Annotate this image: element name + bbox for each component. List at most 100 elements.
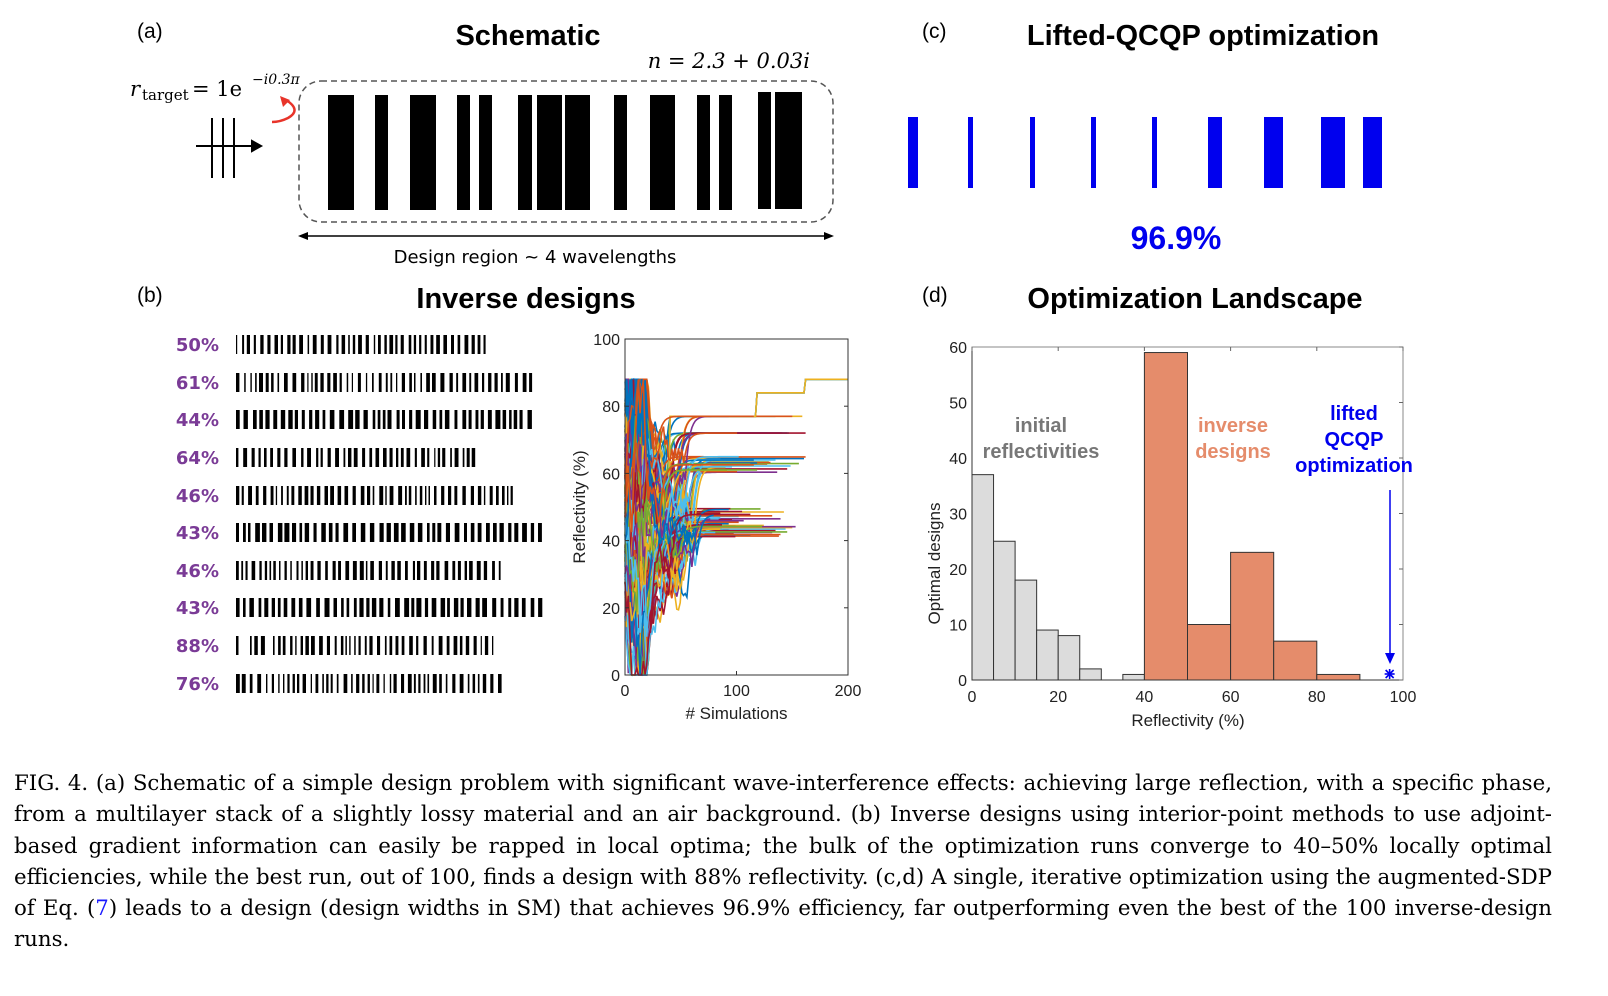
panel-a-label: (a) (137, 20, 163, 43)
design-layer (417, 561, 421, 580)
y-tick-label: 100 (593, 332, 620, 349)
design-layer (425, 486, 427, 505)
design-layer (464, 523, 467, 542)
design-layer (474, 373, 479, 392)
design-layer (263, 486, 267, 505)
design-layer (282, 636, 286, 655)
design-layer (378, 373, 382, 392)
design-layer (409, 636, 413, 655)
design-layer (489, 486, 493, 505)
design-efficiency: 44% (176, 410, 219, 431)
design-layer (255, 523, 260, 542)
design-layer (339, 373, 342, 392)
design-layer (415, 410, 421, 429)
design-layer (406, 448, 411, 467)
x-tick-label: 100 (723, 683, 750, 700)
design-layer (404, 598, 410, 617)
design-layer (414, 373, 416, 392)
design-layer (384, 636, 387, 655)
design-layer (538, 523, 542, 542)
design-layer (277, 523, 283, 542)
y-tick-label: 0 (611, 668, 620, 685)
design-layer (477, 674, 480, 693)
design-layer (320, 373, 324, 392)
layer-bar (328, 95, 354, 210)
design-layer (407, 674, 412, 693)
design-layer (309, 410, 313, 429)
design-layer (372, 373, 374, 392)
design-layer (243, 523, 246, 542)
design-layer (482, 598, 487, 617)
design-layer (495, 410, 501, 429)
design-layer (352, 561, 357, 580)
design-layer (464, 561, 467, 580)
inverse-design-row: 76% (176, 674, 502, 695)
design-layer (424, 410, 429, 429)
design-layer (372, 674, 374, 693)
design-layer (328, 523, 333, 542)
initial-bar (1079, 668, 1102, 681)
inverse-design-row: 46% (176, 561, 501, 582)
design-layer (246, 335, 250, 354)
y-tick-label: 40 (949, 451, 967, 468)
reflectivity-trace (624, 495, 763, 613)
design-layer (262, 523, 267, 542)
layer-bar (457, 95, 470, 210)
design-layer (501, 373, 503, 392)
initial-bar (993, 540, 1016, 681)
design-layer (452, 561, 456, 580)
design-layer (416, 636, 419, 655)
x-axis-label: Reflectivity (%) (1131, 711, 1244, 730)
x-tick-label: 100 (1390, 689, 1417, 706)
design-layer (370, 561, 374, 580)
design-layer (480, 636, 482, 655)
design-layer (243, 410, 248, 429)
reflectivity-trace (624, 470, 700, 637)
inverse-design-row: 43% (176, 598, 543, 619)
design-layer (470, 486, 474, 505)
annotation-lifted: lifted QCQP optimization (1295, 403, 1413, 477)
design-layer (284, 523, 290, 542)
design-layer (437, 448, 441, 467)
y-tick-label: 20 (949, 562, 967, 579)
design-layer (326, 636, 330, 655)
design-layer (401, 523, 406, 542)
design-layer (292, 523, 297, 542)
design-layer (419, 335, 422, 354)
design-layer (236, 598, 240, 617)
design-layer (486, 523, 490, 542)
design-layer (377, 410, 381, 429)
design-layer (310, 674, 312, 693)
design-layer (250, 636, 252, 655)
design-layer (449, 373, 453, 392)
design-layer (284, 561, 287, 580)
design-layer (456, 373, 459, 392)
design-layer (423, 674, 426, 693)
design-layer (299, 523, 303, 542)
design-efficiency: 46% (176, 486, 219, 507)
inverse-design-row: 46% (176, 486, 513, 507)
design-layer (271, 598, 275, 617)
trace-group (624, 377, 848, 677)
x-axis-label: # Simulations (685, 704, 787, 723)
design-layer (319, 636, 323, 655)
design-layer (441, 486, 445, 505)
qcqp-layer-bar (968, 117, 973, 188)
design-layer (447, 598, 450, 617)
annotation-initial-line2: reflectivities (983, 441, 1100, 463)
r-equals: = 1e (192, 77, 242, 101)
equation-link[interactable]: 7 (95, 896, 109, 922)
design-layer (349, 636, 351, 655)
design-layer (378, 335, 381, 354)
inverse-design-row: 61% (176, 373, 533, 394)
annotation-initial-line1: initial (1015, 415, 1067, 437)
design-layer (395, 335, 398, 354)
y-tick-label: 60 (949, 340, 967, 357)
design-layer (513, 410, 518, 429)
y-tick-label: 50 (949, 396, 967, 413)
design-layer (270, 448, 273, 467)
design-layer (482, 373, 485, 392)
panel-b-title: Inverse designs (416, 283, 635, 315)
design-efficiency: 50% (176, 335, 219, 356)
design-layer (411, 598, 415, 617)
